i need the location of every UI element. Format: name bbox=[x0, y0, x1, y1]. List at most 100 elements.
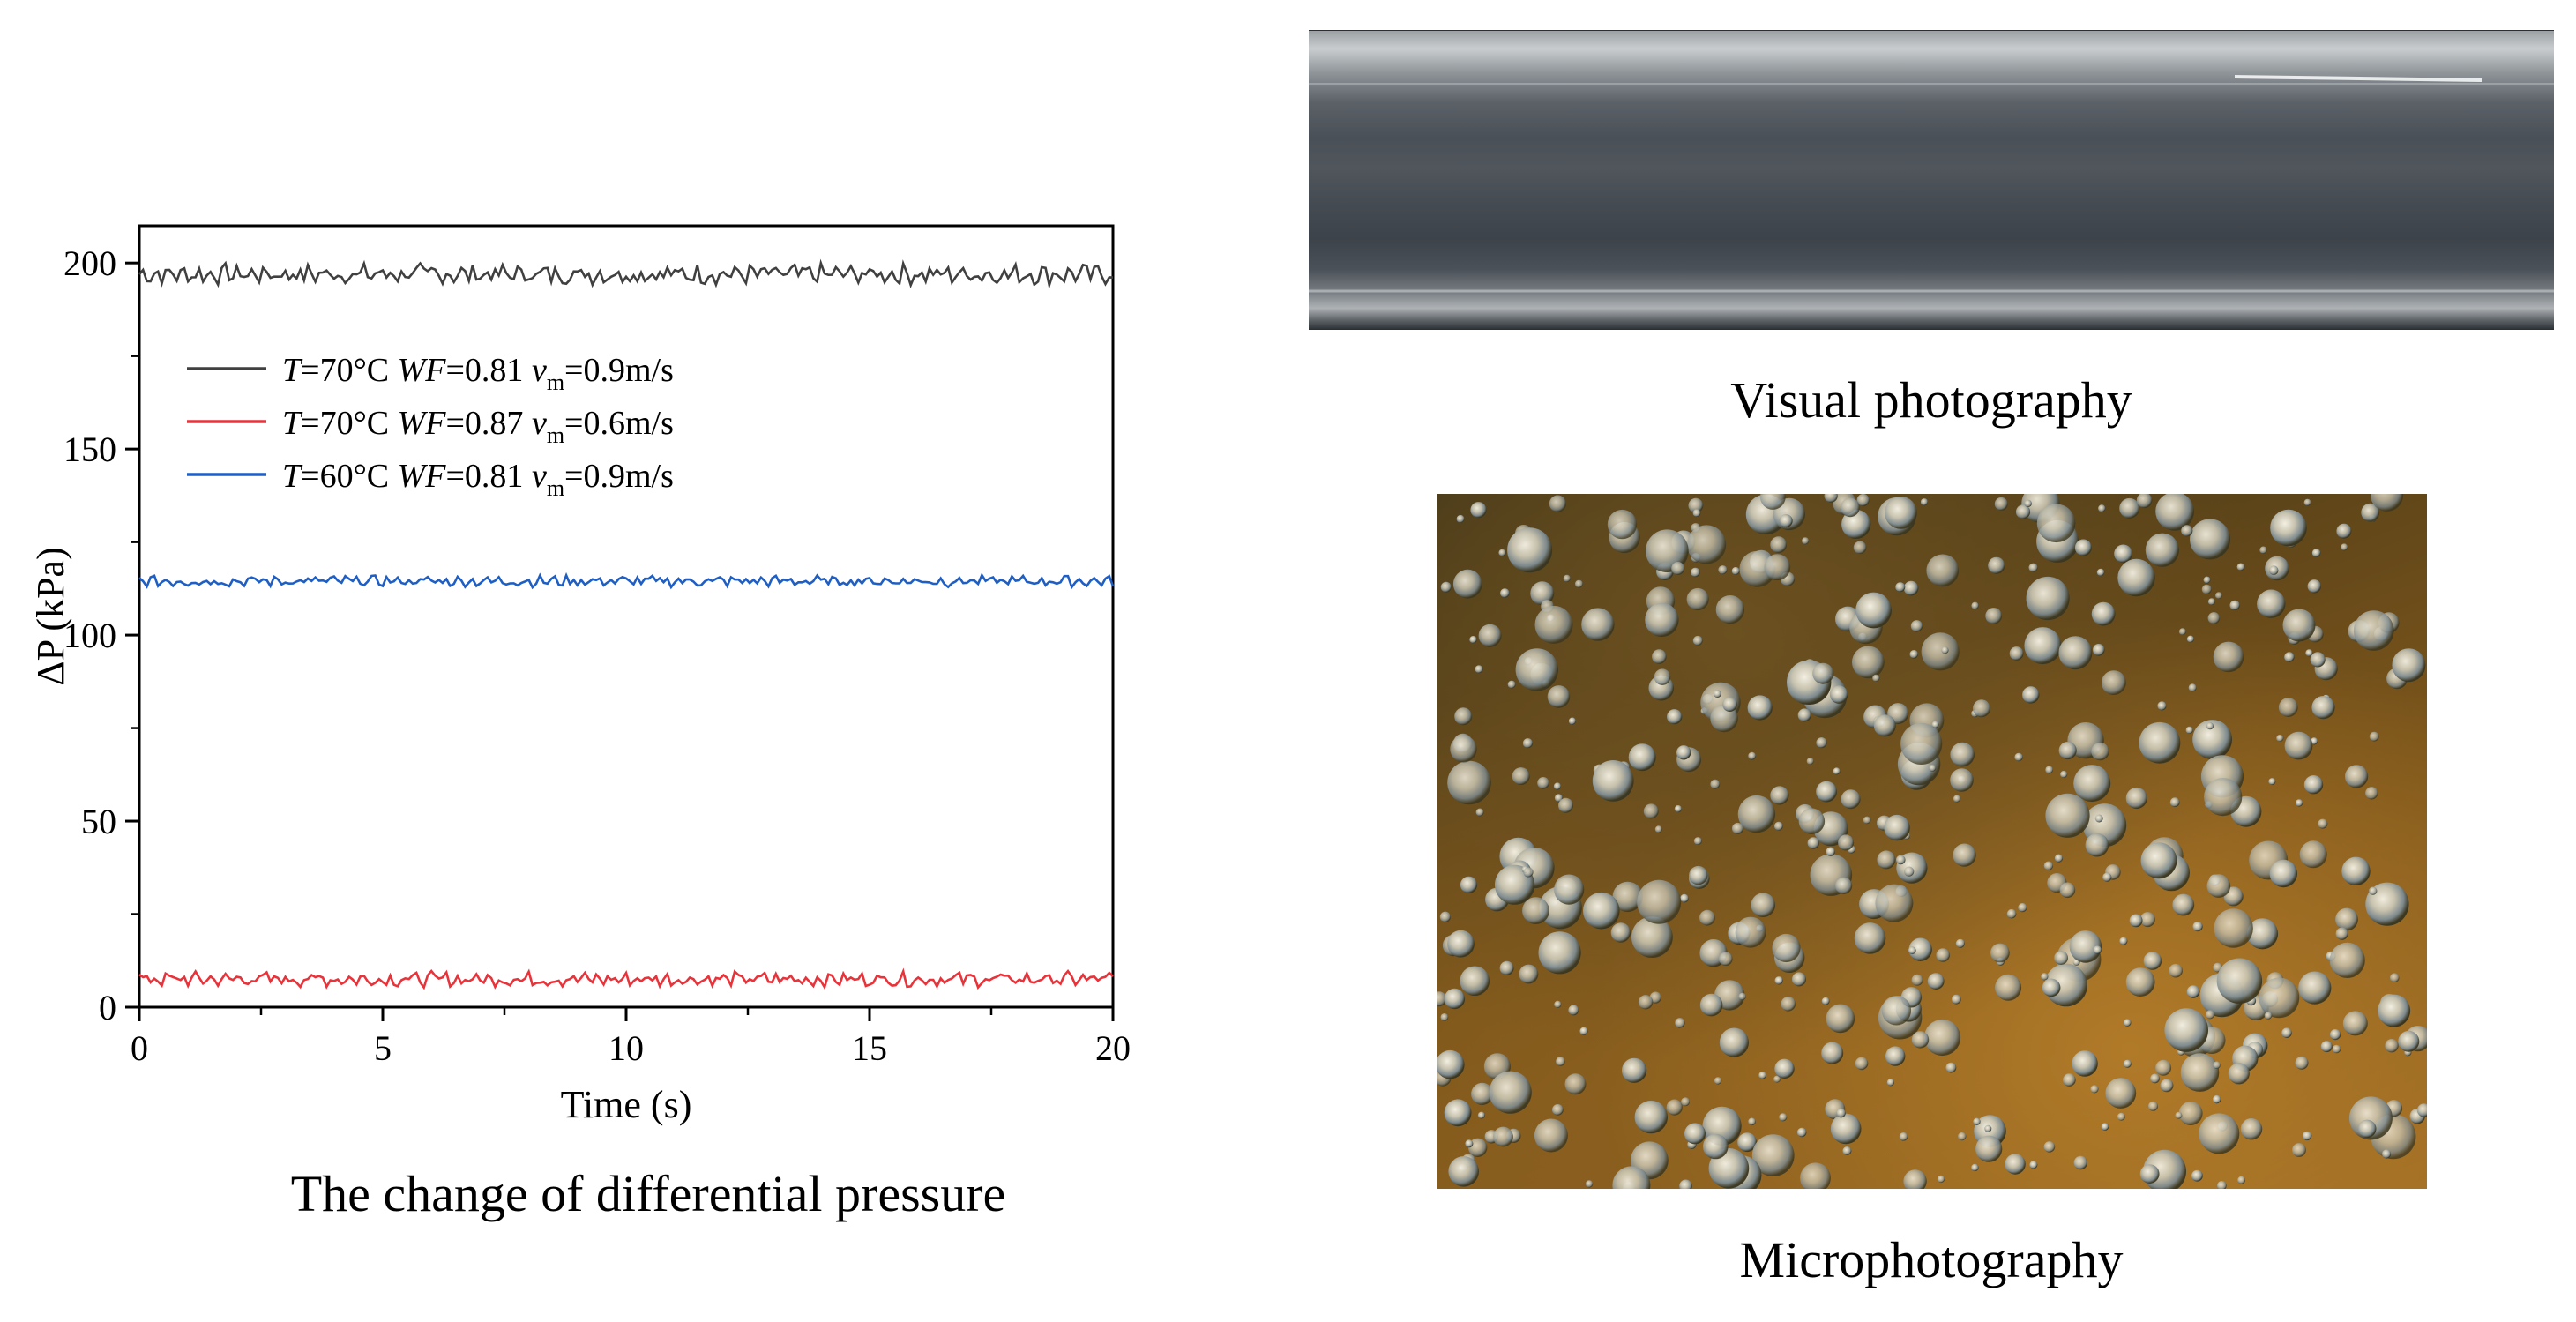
droplet bbox=[1910, 620, 1923, 632]
droplet bbox=[1842, 1146, 1852, 1155]
droplet bbox=[2269, 859, 2297, 888]
droplet bbox=[2268, 778, 2276, 786]
droplet bbox=[1715, 595, 1745, 624]
droplet bbox=[1530, 581, 1555, 606]
droplet bbox=[2105, 1078, 2137, 1109]
droplet bbox=[2246, 918, 2279, 950]
droplet bbox=[2213, 1061, 2221, 1069]
droplet bbox=[1538, 931, 1581, 975]
droplet bbox=[1829, 685, 1848, 704]
droplet bbox=[1563, 574, 1571, 582]
droplet bbox=[2098, 504, 2106, 512]
droplet bbox=[1686, 587, 1709, 611]
droplet bbox=[1950, 768, 1974, 792]
droplet bbox=[2191, 1169, 2203, 1182]
droplet bbox=[2385, 1039, 2399, 1053]
droplet bbox=[2365, 882, 2409, 926]
droplet bbox=[2199, 1113, 2240, 1154]
droplet bbox=[1692, 635, 1703, 646]
droplet bbox=[2392, 648, 2426, 683]
droplet bbox=[1830, 1113, 1862, 1145]
droplet bbox=[1953, 795, 1961, 803]
droplet bbox=[1951, 994, 1961, 1005]
droplet bbox=[1722, 697, 1737, 712]
droplet bbox=[1735, 916, 1766, 948]
droplet bbox=[1950, 742, 1975, 767]
droplet bbox=[1903, 580, 1919, 596]
droplet bbox=[2102, 670, 2126, 695]
droplet bbox=[2139, 1164, 2160, 1184]
droplet bbox=[2178, 1102, 2203, 1125]
droplet bbox=[1985, 608, 2003, 624]
droplet bbox=[1444, 1099, 1472, 1127]
droplet bbox=[2063, 1073, 2076, 1087]
droplet bbox=[2357, 1119, 2377, 1139]
droplet bbox=[1585, 1180, 1594, 1188]
droplet bbox=[1885, 1046, 1906, 1066]
droplet bbox=[2295, 799, 2303, 807]
droplet bbox=[1812, 662, 1834, 684]
droplet bbox=[1873, 714, 1896, 737]
droplet bbox=[2054, 951, 2068, 965]
droplet bbox=[2018, 903, 2027, 913]
droplet bbox=[2117, 1112, 2125, 1121]
droplet bbox=[2060, 770, 2068, 779]
droplet bbox=[2094, 814, 2103, 823]
droplet bbox=[2341, 543, 2348, 551]
droplet bbox=[2295, 1056, 2309, 1070]
droplet bbox=[1797, 708, 1811, 722]
droplet bbox=[1579, 1027, 1588, 1035]
droplet bbox=[2292, 1143, 2306, 1157]
droplet bbox=[1460, 876, 1478, 893]
droplet bbox=[1973, 1117, 1981, 1125]
droplet bbox=[1884, 814, 1910, 841]
droplet bbox=[1519, 964, 1539, 984]
droplet bbox=[1772, 933, 1801, 963]
droplet bbox=[1995, 974, 2022, 1001]
droplet bbox=[2330, 1029, 2341, 1041]
droplet bbox=[2257, 589, 2286, 618]
droplet bbox=[1689, 865, 1708, 885]
droplet bbox=[1452, 569, 1482, 599]
droplet bbox=[1710, 779, 1721, 789]
droplet bbox=[1923, 1019, 1961, 1057]
droplet bbox=[2172, 893, 2195, 916]
droplet bbox=[2178, 628, 2186, 636]
droplet bbox=[2378, 994, 2411, 1027]
droplet bbox=[1645, 602, 1679, 638]
y-tick-label: 50 bbox=[81, 802, 116, 841]
droplet bbox=[1489, 1071, 1532, 1114]
droplet bbox=[1437, 1049, 1465, 1079]
droplet bbox=[1945, 1062, 1957, 1073]
droplet bbox=[1896, 855, 1906, 865]
droplet bbox=[1971, 1163, 1979, 1172]
droplet bbox=[1941, 646, 1949, 654]
droplet bbox=[2058, 741, 2077, 760]
droplet bbox=[2102, 872, 2112, 882]
droplet bbox=[2090, 1085, 2099, 1094]
droplet bbox=[1681, 1097, 1691, 1107]
droplet bbox=[2140, 842, 2177, 879]
x-tick-label: 0 bbox=[131, 1028, 148, 1068]
droplet bbox=[2305, 649, 2313, 657]
droplet bbox=[1637, 879, 1682, 924]
droplet bbox=[1439, 911, 1451, 922]
droplet bbox=[2139, 912, 2155, 928]
droplet bbox=[2117, 558, 2155, 597]
droplet bbox=[2150, 1073, 2160, 1084]
droplet bbox=[1477, 1111, 1485, 1119]
droplet bbox=[1478, 624, 1502, 647]
droplet bbox=[1911, 974, 1923, 986]
droplet bbox=[2341, 856, 2371, 885]
series-line-1 bbox=[138, 258, 1114, 290]
droplet bbox=[2136, 494, 2153, 509]
droplet bbox=[1460, 966, 1490, 997]
droplet bbox=[1498, 549, 1506, 556]
droplet bbox=[1826, 1004, 1855, 1034]
droplet bbox=[1984, 1124, 1992, 1132]
series-line-2 bbox=[138, 967, 1114, 990]
droplet bbox=[1908, 946, 1916, 955]
droplet bbox=[1646, 529, 1689, 572]
droplet bbox=[2259, 977, 2300, 1019]
